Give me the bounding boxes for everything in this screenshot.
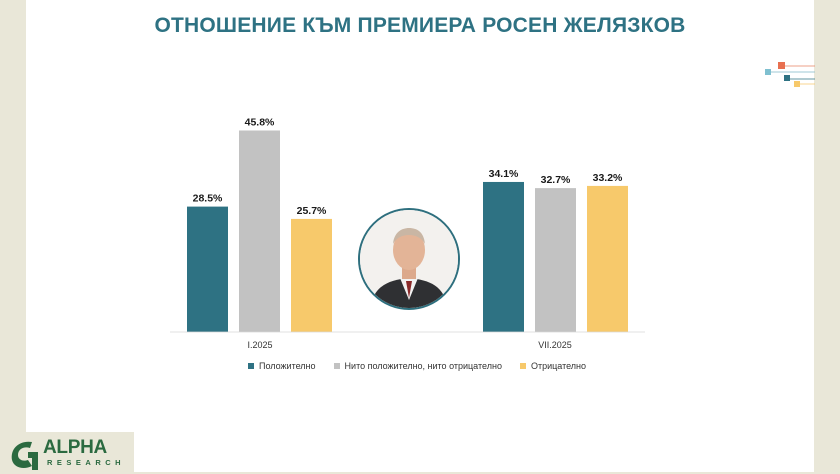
chart-legend: Положително Нито положително, нито отрица… [248, 359, 604, 373]
data-label-2-2: 32.7% [541, 174, 571, 186]
logo-subtitle: RESEARCH [47, 458, 126, 467]
bar-1-3 [291, 218, 332, 332]
legend-swatch [248, 363, 254, 369]
logo-name: ALPHA [43, 437, 107, 458]
alpha-research-logo: ALPHA RESEARCH [0, 432, 134, 472]
legend-label: Положително [259, 361, 316, 371]
legend-swatch [519, 363, 526, 369]
category-label-2: VII.2025 [538, 340, 572, 350]
legend-label: Нито положително, нито отрицателно [344, 361, 502, 371]
legend-item-2: Нито положително, нито отрицателно [333, 361, 502, 371]
data-label-1-2: 45.8% [245, 116, 275, 128]
bar-1-2 [239, 130, 280, 332]
logo-mark-icon [11, 441, 38, 470]
legend-item-3: Отрицателно [519, 361, 587, 371]
bar-2-2 [535, 188, 576, 332]
data-label-1-1: 28.5% [193, 193, 223, 205]
data-label-1-3: 25.7% [297, 205, 327, 217]
legend-label: Отрицателно [530, 361, 587, 371]
data-label-2-1: 34.1% [489, 168, 519, 180]
bar-2-1 [483, 181, 524, 332]
page-title: ОТНОШЕНИЕ КЪМ ПРЕМИЕРА РОСЕН ЖЕЛЯЗКОВ [154, 14, 686, 37]
legend-swatch [333, 363, 340, 369]
legend-item-1: Положително [248, 361, 316, 371]
decorative-squares-icon [765, 62, 815, 87]
category-label-1: I.2025 [247, 340, 272, 350]
data-label-2-3: 33.2% [593, 172, 623, 184]
bar-1-1 [187, 206, 228, 332]
bar-2-3 [587, 185, 628, 332]
person-portrait [358, 208, 460, 310]
